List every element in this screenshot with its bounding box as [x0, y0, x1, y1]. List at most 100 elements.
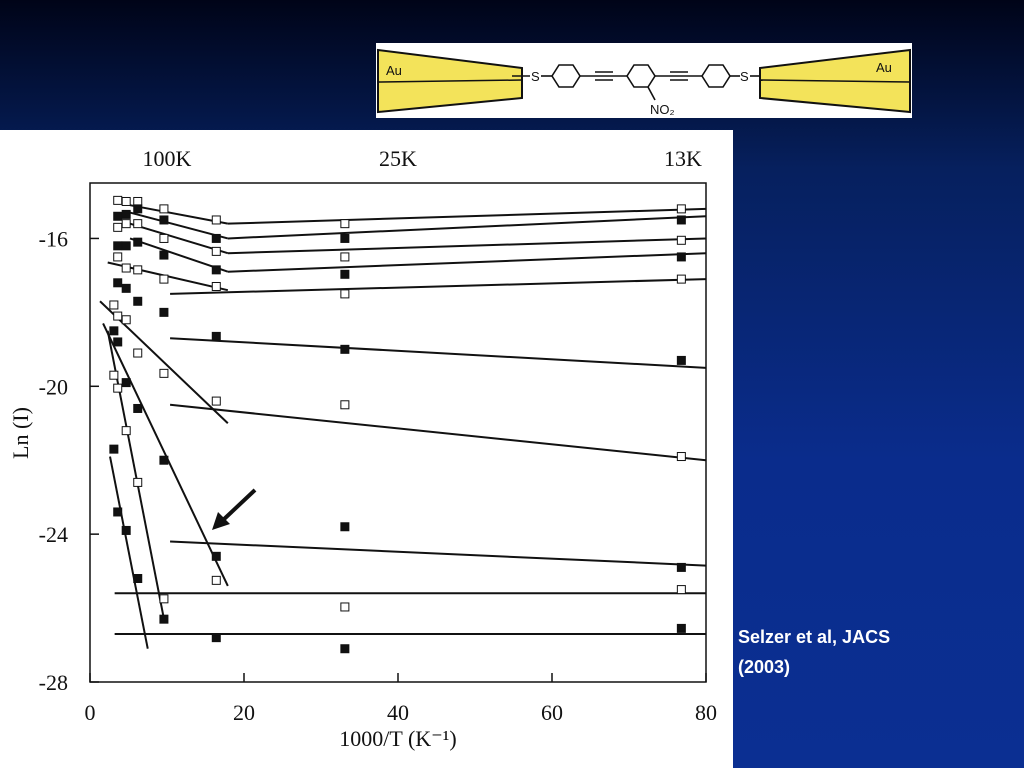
open-square-marker — [109, 300, 119, 310]
chart-panel — [0, 130, 733, 768]
x-axis-label: 1000/T (K⁻¹) — [339, 726, 456, 751]
filled-square-marker — [211, 331, 221, 341]
filled-square-marker — [159, 307, 169, 317]
open-square-marker — [121, 315, 131, 325]
y-tick-label: -24 — [39, 522, 68, 547]
filled-square-marker — [159, 250, 169, 260]
x-tick-label: 40 — [387, 700, 409, 725]
fit-line — [170, 337, 707, 369]
open-square-marker — [340, 602, 350, 612]
filled-square-marker — [121, 525, 131, 535]
top-temperature-label: 25K — [379, 146, 417, 171]
atom-label: S — [740, 69, 749, 84]
filled-square-marker — [676, 562, 686, 572]
open-square-marker — [211, 396, 221, 406]
fit-line — [227, 252, 707, 273]
open-square-marker — [211, 246, 221, 256]
atom-label: S — [531, 69, 540, 84]
open-square-marker — [159, 368, 169, 378]
open-square-marker — [121, 263, 131, 273]
fit-line — [129, 237, 229, 273]
filled-square-marker — [113, 278, 123, 288]
open-square-marker — [211, 215, 221, 225]
open-square-marker — [159, 594, 169, 604]
open-square-marker — [211, 575, 221, 585]
filled-square-marker — [211, 233, 221, 243]
filled-square-marker — [121, 283, 131, 293]
filled-square-marker — [113, 241, 123, 251]
filled-square-marker — [211, 551, 221, 561]
filled-square-marker — [340, 344, 350, 354]
filled-square-marker — [340, 644, 350, 654]
caption-line: (2003) — [738, 657, 790, 677]
filled-square-marker — [109, 326, 119, 336]
top-temperature-label: 13K — [664, 146, 702, 171]
arrow — [212, 488, 257, 530]
filled-square-marker — [121, 378, 131, 388]
open-square-marker — [121, 219, 131, 229]
electrode-edge — [759, 79, 911, 83]
group-label: NO₂ — [650, 102, 675, 117]
open-square-marker — [113, 311, 123, 321]
open-square-marker — [676, 274, 686, 284]
filled-square-marker — [133, 403, 143, 413]
filled-square-marker — [159, 614, 169, 624]
filled-square-marker — [133, 204, 143, 214]
y-axis-label: Ln (I) — [8, 407, 33, 459]
filled-square-marker — [113, 507, 123, 517]
open-square-marker — [113, 383, 123, 393]
filled-square-marker — [159, 455, 169, 465]
fit-line — [129, 211, 229, 240]
x-tick-label: 20 — [233, 700, 255, 725]
open-square-marker — [340, 400, 350, 410]
open-square-marker — [109, 370, 119, 380]
open-square-marker — [676, 585, 686, 595]
filled-square-marker — [113, 211, 123, 221]
open-square-marker — [133, 477, 143, 487]
top-temperature-label: 100K — [143, 146, 192, 171]
open-square-marker — [676, 204, 686, 214]
fit-line — [227, 215, 707, 240]
open-square-marker — [113, 195, 123, 205]
electrode-label: Au — [386, 63, 402, 78]
open-square-marker — [159, 204, 169, 214]
filled-square-marker — [676, 252, 686, 262]
open-square-marker — [340, 219, 350, 229]
y-tick-label: -16 — [39, 226, 68, 251]
fit-line — [99, 300, 229, 424]
open-square-marker — [676, 452, 686, 462]
y-tick-label: -20 — [39, 374, 68, 399]
filled-square-marker — [340, 269, 350, 279]
fit-line — [102, 323, 229, 587]
fit-line — [109, 456, 149, 649]
fit-line — [169, 403, 707, 462]
filled-square-marker — [676, 355, 686, 365]
filled-square-marker — [133, 574, 143, 584]
filled-square-marker — [211, 633, 221, 643]
plot-area: 0 20 40 60 80 -28 -24 -20 -16 100K 25K 13K — [39, 146, 717, 725]
open-square-marker — [113, 252, 123, 262]
fit-line — [170, 278, 707, 295]
molecule-bonds — [512, 64, 760, 101]
filled-square-marker — [211, 265, 221, 275]
x-tick-label: 80 — [695, 700, 717, 725]
caption-line: Selzer et al, JACS — [738, 627, 890, 647]
fit-line — [170, 540, 707, 567]
filled-square-marker — [133, 296, 143, 306]
filled-square-marker — [676, 623, 686, 633]
electrode-edge — [377, 79, 523, 83]
open-square-marker — [676, 235, 686, 245]
filled-square-marker — [121, 241, 131, 251]
open-square-marker — [211, 281, 221, 291]
molecule-figure: Au Au S S NO₂ — [376, 43, 912, 118]
open-square-marker — [121, 196, 131, 206]
filled-square-marker — [340, 522, 350, 532]
open-square-marker — [159, 274, 169, 284]
open-square-marker — [121, 426, 131, 436]
open-square-marker — [113, 222, 123, 232]
open-square-marker — [133, 196, 143, 206]
filled-square-marker — [159, 215, 169, 225]
filled-square-marker — [340, 233, 350, 243]
